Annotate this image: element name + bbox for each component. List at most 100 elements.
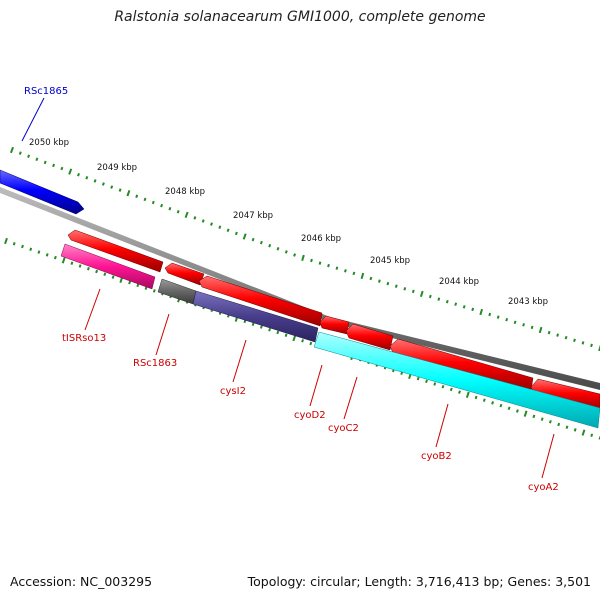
outer-tick-mark — [43, 160, 47, 165]
gene-label-rsc1865[interactable]: RSc1865 — [24, 86, 68, 97]
gene-label-cyoc2[interactable]: cyoC2 — [328, 423, 359, 434]
outer-tick-mark — [60, 166, 64, 171]
outer-tick-mark — [160, 203, 164, 208]
leader-rsc1863 — [155, 313, 170, 356]
outer-tick-mark — [394, 284, 398, 288]
inner-tick-mark — [548, 420, 552, 424]
inner-tick-mark — [301, 339, 305, 343]
scale-label-2049: 2049 kbp — [97, 163, 137, 173]
inner-tick-mark — [573, 428, 577, 432]
genome-info-text: Topology: circular; Length: 3,716,413 bp… — [247, 574, 591, 589]
gene-label-cyob2[interactable]: cyoB2 — [421, 451, 452, 462]
scale-label-2043: 2043 kbp — [508, 297, 548, 307]
inner-tick-mark — [95, 269, 99, 274]
outer-tick-mark — [335, 266, 339, 270]
outer-tick-mark — [360, 272, 365, 280]
outer-tick-mark — [445, 299, 449, 304]
outer-tick-mark — [35, 157, 39, 162]
outer-tick-mark — [505, 317, 509, 322]
inner-tick-mark — [284, 333, 288, 338]
inner-tick-mark — [136, 283, 140, 288]
outer-tick-mark — [454, 302, 458, 306]
outer-tick-mark — [268, 243, 272, 248]
gene-label-rsc1863[interactable]: RSc1863 — [133, 358, 177, 369]
inner-tick-mark — [499, 403, 503, 408]
feature-rsc1863[interactable] — [157, 278, 197, 305]
scale-labels: 2050 kbp 2049 kbp 2048 kbp 2047 kbp 2046… — [29, 138, 548, 307]
scale-label-2050: 2050 kbp — [29, 138, 69, 148]
inner-tick-mark — [259, 325, 263, 329]
leader-tisrso13 — [84, 288, 101, 331]
outer-tick-mark — [201, 219, 205, 223]
inner-tick-mark — [474, 395, 478, 400]
inner-tick-mark — [152, 289, 156, 293]
outer-tick-mark — [437, 297, 441, 301]
inner-tick-mark — [70, 261, 74, 265]
outer-tick-mark — [564, 335, 568, 340]
gene-label-cysi2[interactable]: cysI2 — [220, 386, 246, 397]
feature-cysi2-cds[interactable] — [198, 275, 323, 327]
outer-tick-mark — [10, 146, 14, 154]
leader-cyoc2 — [343, 376, 358, 420]
leader-cysi2 — [232, 339, 247, 383]
feature-rsc1863-cds[interactable] — [164, 262, 205, 286]
feature-tisrso13-cds[interactable] — [67, 229, 164, 273]
inner-tick-mark — [425, 379, 428, 384]
scale-label-2047: 2047 kbp — [233, 211, 273, 221]
outer-tick-mark — [573, 338, 576, 343]
inner-tick-mark — [515, 409, 519, 413]
outer-tick-mark — [327, 263, 330, 268]
outer-tick-mark — [110, 185, 114, 189]
outer-tick-mark — [210, 222, 213, 226]
inner-tick-mark — [433, 382, 437, 386]
feature-cyod2-cds[interactable] — [319, 315, 350, 335]
outer-tick-mark — [590, 343, 593, 348]
feature-tisrso13[interactable] — [60, 243, 156, 290]
outer-tick-mark — [276, 247, 280, 251]
inner-tick-mark — [78, 264, 82, 268]
outer-tick-mark — [218, 225, 222, 229]
outer-tick-mark — [259, 240, 263, 245]
outer-tick-mark — [352, 271, 356, 276]
outer-tick-mark — [52, 163, 56, 168]
inner-tick-mark — [523, 410, 528, 417]
feature-cysi2[interactable] — [192, 290, 319, 343]
outer-tick-mark — [135, 194, 139, 199]
outer-tick-mark — [293, 253, 297, 257]
outer-tick-mark — [301, 254, 305, 262]
outer-tick-mark — [126, 190, 131, 197]
inner-tick-mark — [86, 266, 90, 271]
inner-tick-mark — [565, 425, 569, 429]
gene-labels: RSc1865 tISRso13 RSc1863 cysI2 cyoD2 cyo… — [21, 86, 559, 493]
outer-tick-mark — [369, 276, 373, 281]
outer-tick-row — [10, 146, 600, 352]
feature-cyoc2-cds[interactable] — [345, 323, 394, 351]
gene-label-cyod2[interactable]: cyoD2 — [294, 410, 326, 421]
inner-tick-mark — [268, 328, 272, 332]
accession-text: Accession: NC_003295 — [10, 574, 153, 589]
inner-tick-mark — [45, 253, 49, 257]
outer-tick-mark — [496, 315, 500, 319]
outer-tick-mark — [85, 176, 89, 180]
outer-tick-mark — [538, 326, 543, 334]
outer-tick-mark — [547, 330, 551, 335]
outer-tick-mark — [68, 168, 73, 175]
feature-rsc1865[interactable] — [0, 169, 85, 215]
outer-tick-mark — [310, 258, 313, 263]
outer-tick-mark — [428, 294, 432, 299]
outer-tick-mark — [530, 325, 534, 330]
gene-label-cyoa2[interactable]: cyoA2 — [528, 482, 559, 493]
feature-cyo-operon[interactable] — [313, 331, 600, 429]
outer-tick-mark — [168, 206, 172, 211]
outer-tick-mark — [522, 323, 525, 327]
outer-tick-mark — [344, 269, 347, 273]
outer-tick-mark — [556, 333, 559, 337]
gene-label-tisrso13[interactable]: tISRso13 — [62, 333, 106, 344]
outer-tick-mark — [598, 344, 600, 352]
outer-tick-mark — [77, 172, 80, 177]
outer-tick-mark — [488, 312, 492, 317]
inner-tick-mark — [598, 436, 600, 440]
outer-tick-mark — [251, 237, 255, 242]
map-title: Ralstonia solanacearum GMI1000, complete… — [114, 9, 486, 25]
